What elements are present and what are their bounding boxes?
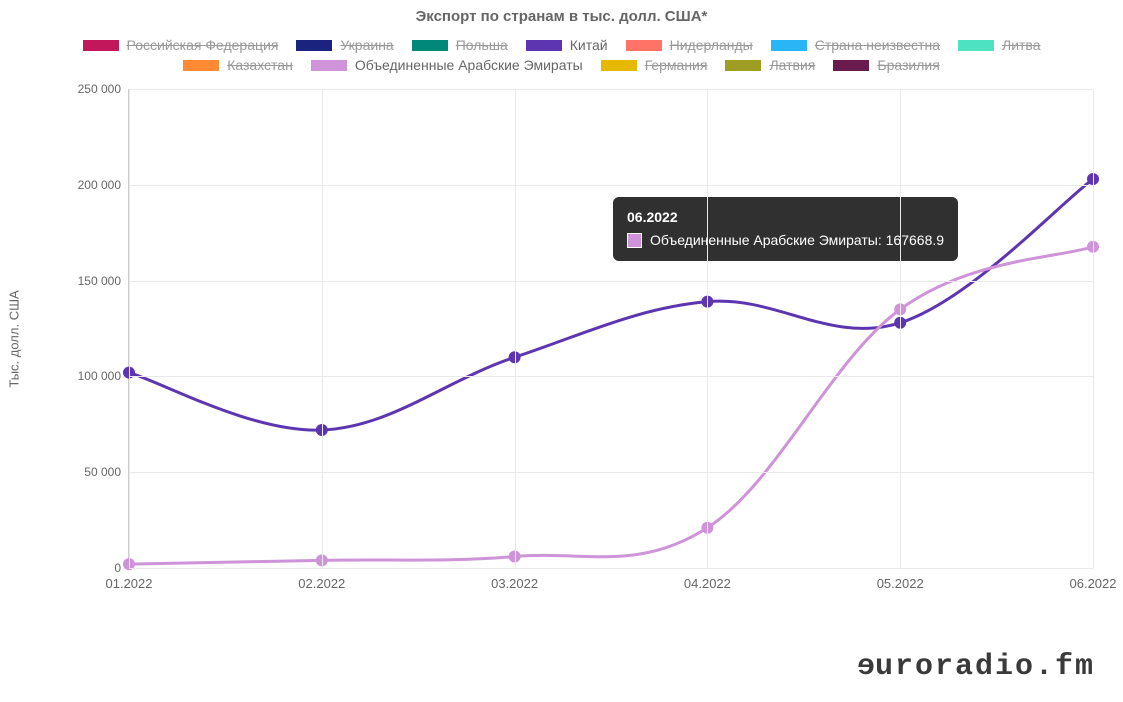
- legend-label: Бразилия: [877, 57, 939, 73]
- gridline-vertical: [900, 89, 901, 568]
- gridline-horizontal: [129, 185, 1093, 186]
- legend-swatch: [183, 60, 219, 71]
- legend-label: Литва: [1002, 37, 1041, 53]
- legend-swatch: [412, 40, 448, 51]
- legend-label: Украина: [340, 37, 393, 53]
- gridline-horizontal: [129, 281, 1093, 282]
- gridline-horizontal: [129, 568, 1093, 569]
- gridline-vertical: [1093, 89, 1094, 568]
- x-tick-label: 02.2022: [298, 568, 345, 591]
- x-tick-label: 06.2022: [1070, 568, 1117, 591]
- legend-item[interactable]: Польша: [412, 37, 508, 53]
- watermark-logo: euroradio.fm: [855, 650, 1095, 684]
- legend-item[interactable]: Казахстан: [183, 57, 293, 73]
- y-tick-label: 50 000: [84, 465, 129, 479]
- x-tick-label: 05.2022: [877, 568, 924, 591]
- x-tick-label: 04.2022: [684, 568, 731, 591]
- y-tick-label: 200 000: [78, 178, 129, 192]
- legend-item[interactable]: Бразилия: [833, 57, 939, 73]
- legend-swatch: [626, 40, 662, 51]
- legend-item[interactable]: Китай: [526, 37, 608, 53]
- legend-label: Казахстан: [227, 57, 293, 73]
- legend-label: Страна неизвестна: [815, 37, 940, 53]
- legend-swatch: [526, 40, 562, 51]
- gridline-horizontal: [129, 89, 1093, 90]
- legend-label: Польша: [456, 37, 508, 53]
- legend-item[interactable]: Украина: [296, 37, 393, 53]
- legend-swatch: [725, 60, 761, 71]
- legend-swatch: [958, 40, 994, 51]
- series-line: [129, 247, 1093, 564]
- legend-label: Китай: [570, 37, 608, 53]
- series-line: [129, 179, 1093, 430]
- legend-swatch: [601, 60, 637, 71]
- legend-label: Германия: [645, 57, 708, 73]
- gridline-vertical: [707, 89, 708, 568]
- legend-label: Российская Федерация: [127, 37, 279, 53]
- legend-swatch: [311, 60, 347, 71]
- legend-item[interactable]: Объединенные Арабские Эмираты: [311, 57, 583, 73]
- chart-area: Тыс. долл. США 06.2022 Объединенные Араб…: [68, 79, 1103, 599]
- legend-item[interactable]: Германия: [601, 57, 708, 73]
- legend: Российская Федерация Украина Польша Китай Ни…: [0, 25, 1123, 79]
- legend-item[interactable]: Литва: [958, 37, 1041, 53]
- x-tick-label: 03.2022: [491, 568, 538, 591]
- gridline-horizontal: [129, 472, 1093, 473]
- legend-swatch: [83, 40, 119, 51]
- legend-item[interactable]: Нидерланды: [626, 37, 753, 53]
- legend-item[interactable]: Российская Федерация: [83, 37, 279, 53]
- y-axis-title: Тыс. долл. США: [7, 290, 22, 387]
- legend-swatch: [771, 40, 807, 51]
- legend-item[interactable]: Страна неизвестна: [771, 37, 940, 53]
- plot-area: 06.2022 Объединенные Арабские Эмираты: 1…: [128, 89, 1093, 569]
- gridline-vertical: [129, 89, 130, 568]
- gridline-vertical: [515, 89, 516, 568]
- legend-swatch: [833, 60, 869, 71]
- y-tick-label: 150 000: [78, 274, 129, 288]
- legend-label: Объединенные Арабские Эмираты: [355, 57, 583, 73]
- chart-title: Экспорт по странам в тыс. долл. США*: [0, 0, 1123, 25]
- x-tick-label: 01.2022: [106, 568, 153, 591]
- gridline-vertical: [322, 89, 323, 568]
- y-tick-label: 250 000: [78, 82, 129, 96]
- chart-lines-svg: [129, 89, 1093, 568]
- gridline-horizontal: [129, 376, 1093, 377]
- legend-item[interactable]: Латвия: [725, 57, 815, 73]
- legend-label: Латвия: [769, 57, 815, 73]
- legend-swatch: [296, 40, 332, 51]
- legend-label: Нидерланды: [670, 37, 753, 53]
- y-tick-label: 100 000: [78, 369, 129, 383]
